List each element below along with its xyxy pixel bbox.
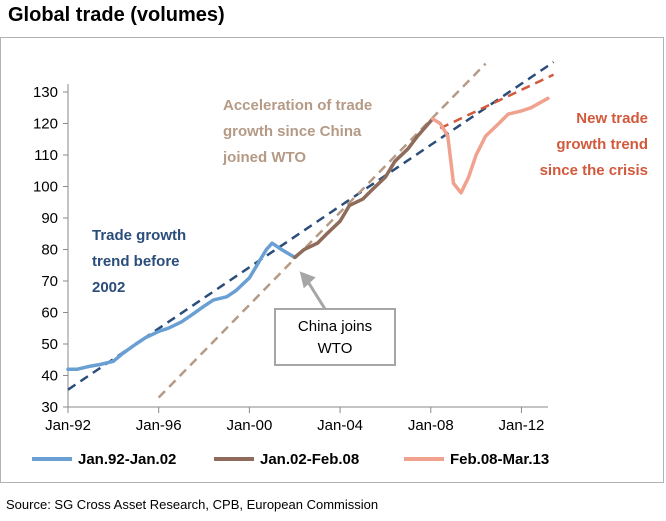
annotation-line: New trade (576, 110, 648, 127)
annotation-crisis-trend: New trade growth trend since the crisis (540, 110, 648, 179)
annotation-line: growth trend (556, 136, 648, 153)
series-line-1992-2002 (66, 241, 297, 371)
y-tick-label: 30 (41, 399, 58, 416)
annotation-china-acceleration: Acceleration of trade growth since China j… (222, 97, 372, 166)
legend-item: Feb.08-Mar.13 (404, 451, 549, 468)
x-tick-label: Jan-12 (499, 417, 545, 434)
source-note: Source: SG Cross Asset Research, CPB, Eu… (6, 497, 379, 512)
x-tick-label: Jan-04 (317, 417, 363, 434)
annotation-line: Trade growth (92, 227, 186, 244)
annotation-box (274, 308, 396, 366)
y-tick-label: 130 (33, 84, 58, 101)
y-tick-label: 120 (33, 116, 58, 133)
y-tick-label: 80 (41, 242, 58, 259)
chart-frame (0, 37, 664, 483)
annotation-line: joined WTO (222, 149, 306, 166)
annotation-line: WTO (318, 340, 353, 357)
annotation-line: trend before (92, 253, 180, 270)
y-tick-label: 50 (41, 336, 58, 353)
trend-line-china (157, 62, 487, 399)
legend: Jan.92-Jan.02 Jan.02-Feb.08 Feb.08-Mar.13 (32, 451, 549, 468)
legend-label: Jan.02-Feb.08 (260, 451, 359, 468)
legend-item: Jan.92-Jan.02 (32, 451, 176, 468)
legend-label: Jan.92-Jan.02 (78, 451, 176, 468)
y-tick-label: 60 (41, 305, 58, 322)
annotation-line: 2002 (92, 279, 125, 296)
y-tick-label: 110 (34, 147, 58, 164)
trend-line-crisis (439, 73, 555, 130)
data-series (66, 96, 550, 371)
axes: 30 40 50 60 70 80 90 100 110 120 130 Jan-92 Jan-96 Ja… (33, 84, 548, 434)
annotation-china-joins-wto: China joins WTO (274, 271, 396, 366)
annotation-line: China joins (298, 318, 372, 335)
series-line-2008-2013 (430, 96, 550, 195)
chart-title: Global trade (volumes) (8, 4, 225, 26)
arrow-shaft (306, 280, 327, 310)
annotation-line: Acceleration of trade (223, 97, 372, 114)
x-tick-label: Jan-00 (226, 417, 272, 434)
arrow-head-icon (299, 271, 316, 289)
y-tick-label: 90 (41, 210, 58, 227)
annotation-line: growth since China (223, 123, 362, 140)
y-tick-label: 70 (41, 273, 58, 290)
annotation-line: since the crisis (540, 162, 648, 179)
annotation-pre2002-trend: Trade growth trend before 2002 (92, 227, 186, 296)
x-tick-label: Jan-08 (408, 417, 454, 434)
y-tick-label: 40 (41, 368, 58, 385)
y-tick-label: 100 (33, 179, 58, 196)
annotations: Trade growth trend before 2002 Acceleration… (92, 97, 648, 366)
legend-item: Jan.02-Feb.08 (214, 451, 359, 468)
x-tick-label: Jan-96 (136, 417, 182, 434)
x-tick-label: Jan-92 (45, 417, 91, 434)
legend-label: Feb.08-Mar.13 (450, 451, 549, 468)
series-line-2002-2008 (292, 117, 435, 260)
